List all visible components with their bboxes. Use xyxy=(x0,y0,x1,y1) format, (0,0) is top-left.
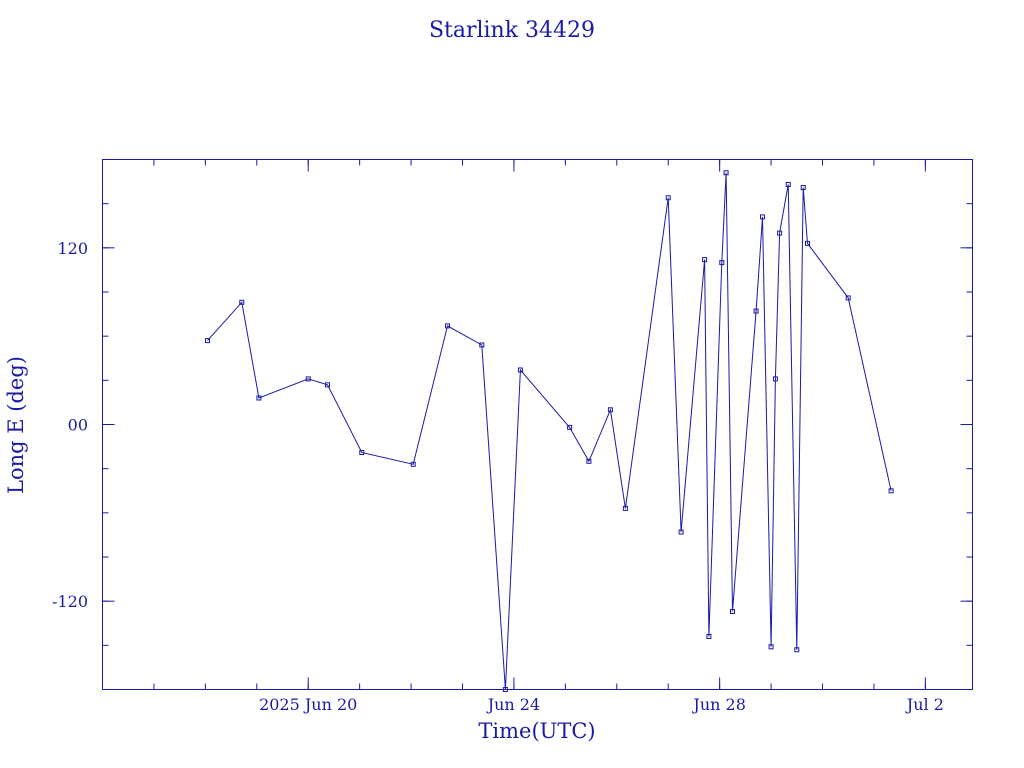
data-point xyxy=(517,367,523,373)
data-point xyxy=(800,185,806,190)
data-point xyxy=(772,376,778,382)
data-point xyxy=(753,308,759,314)
data-point xyxy=(325,382,330,388)
data-point xyxy=(845,295,851,301)
data-point xyxy=(502,687,508,692)
data-point xyxy=(622,505,628,511)
data-point xyxy=(805,240,810,246)
data-point xyxy=(607,407,613,413)
data-point xyxy=(586,458,592,464)
x-tick-label: Jun 24 xyxy=(486,695,540,714)
data-point xyxy=(410,461,416,467)
data-point xyxy=(205,338,210,344)
data-point xyxy=(794,647,800,653)
data-point xyxy=(760,214,765,220)
data-point xyxy=(665,195,671,201)
data-point xyxy=(567,424,573,430)
x-tick-label: Jul 2 xyxy=(905,695,944,714)
y-axis-label: Long E (deg) xyxy=(4,356,28,494)
data-point xyxy=(702,257,708,263)
data-point xyxy=(359,450,365,455)
x-tick-label: Jun 28 xyxy=(691,695,745,714)
data-point xyxy=(888,488,894,494)
data-point xyxy=(777,230,783,236)
data-point xyxy=(305,376,311,382)
y-tick-label: -120 xyxy=(52,592,88,611)
data-point xyxy=(706,634,712,639)
x-tick-label: 2025 Jun 20 xyxy=(259,695,357,714)
data-point xyxy=(445,323,450,329)
y-tick-label: 00 xyxy=(68,416,88,435)
data-point xyxy=(256,395,262,401)
data-point xyxy=(723,170,729,176)
series-line xyxy=(207,172,892,690)
data-point xyxy=(768,644,774,650)
y-tick-label: 120 xyxy=(57,239,88,258)
data-point xyxy=(479,342,485,348)
x-axis-label: Time(UTC) xyxy=(478,719,595,743)
data-point xyxy=(719,260,725,266)
data-point xyxy=(239,299,245,305)
chart-title: Starlink 34429 xyxy=(429,18,595,43)
data-point xyxy=(678,529,684,535)
plot-frame xyxy=(102,159,973,690)
data-point xyxy=(785,182,791,187)
data-point xyxy=(730,609,735,614)
